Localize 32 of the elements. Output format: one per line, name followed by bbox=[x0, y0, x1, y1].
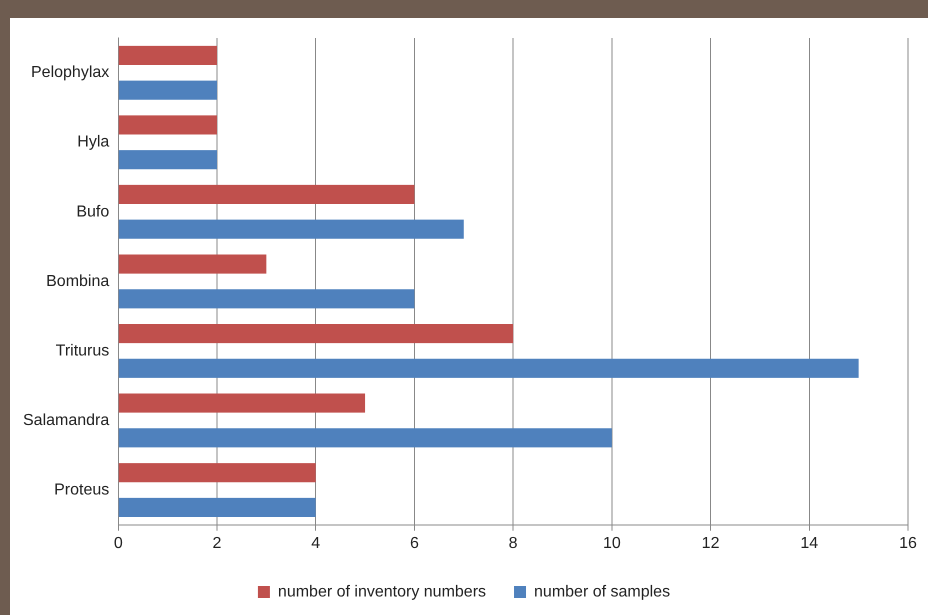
bar bbox=[118, 254, 266, 274]
bar bbox=[118, 80, 217, 100]
y-tick-label: Proteus bbox=[54, 481, 110, 498]
x-tick-label: 0 bbox=[114, 534, 123, 552]
bar bbox=[118, 150, 217, 170]
x-tick-label: 4 bbox=[311, 534, 320, 552]
x-tick-label: 14 bbox=[800, 534, 818, 552]
x-tick-label: 8 bbox=[508, 534, 518, 552]
legend-label: number of inventory numbers bbox=[278, 583, 486, 600]
bar bbox=[118, 394, 366, 413]
bar bbox=[118, 498, 316, 517]
x-tick-label: 16 bbox=[899, 534, 917, 552]
x-tick-label: 12 bbox=[702, 534, 720, 552]
bar bbox=[118, 184, 414, 204]
legend-label: number of samples bbox=[534, 583, 670, 600]
bar bbox=[118, 324, 514, 344]
bar bbox=[118, 115, 217, 134]
y-tick-label: Salamandra bbox=[22, 412, 110, 429]
y-tick-label: Bufo bbox=[76, 203, 110, 220]
bar bbox=[118, 358, 859, 378]
bar bbox=[118, 463, 316, 482]
y-tick-label: Triturus bbox=[56, 342, 110, 360]
y-tick-label: Bombina bbox=[46, 272, 110, 290]
x-tick-label: 2 bbox=[212, 534, 222, 552]
x-tick-label: 10 bbox=[602, 534, 621, 552]
y-tick-label: Pelophylax bbox=[30, 64, 110, 82]
x-tick-label: 6 bbox=[410, 534, 419, 552]
bar bbox=[118, 220, 464, 239]
bar bbox=[118, 428, 612, 448]
bar bbox=[118, 289, 414, 308]
y-tick-label: Hyla bbox=[77, 134, 110, 151]
bar bbox=[118, 46, 217, 65]
